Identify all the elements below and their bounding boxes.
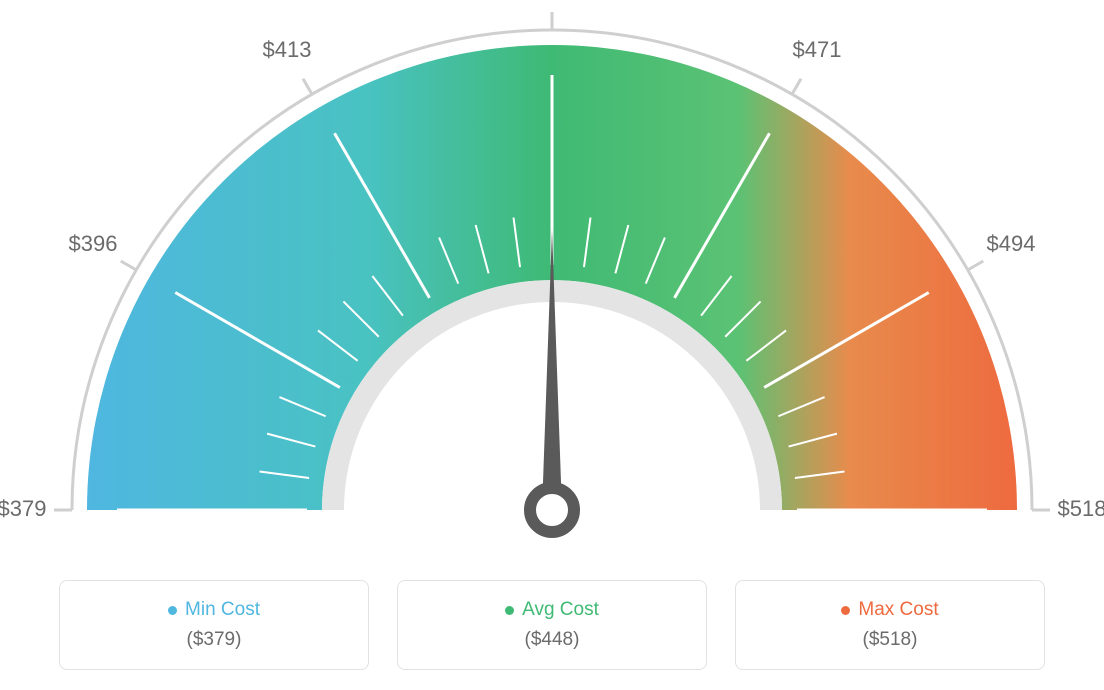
legend-min-value: ($379) xyxy=(187,629,242,651)
gauge-tick-label: $518 xyxy=(1058,496,1104,521)
gauge-tick-label: $494 xyxy=(987,231,1036,256)
gauge-tick-label: $471 xyxy=(793,37,842,62)
legend-avg-label: Avg Cost xyxy=(505,599,599,621)
legend-row: Min Cost ($379) Avg Cost ($448) Max Cost… xyxy=(0,580,1104,670)
legend-min-label: Min Cost xyxy=(168,599,260,621)
gauge-tick-label: $379 xyxy=(0,496,46,521)
cost-gauge-chart: $379$396$413$448$471$494$518 xyxy=(0,0,1104,560)
gauge-svg: $379$396$413$448$471$494$518 xyxy=(0,0,1104,560)
gauge-tick-label: $396 xyxy=(69,231,118,256)
legend-max-value: ($518) xyxy=(863,629,918,651)
legend-max-label: Max Cost xyxy=(841,599,938,621)
gauge-tick-label: $413 xyxy=(263,37,312,62)
legend-avg-card: Avg Cost ($448) xyxy=(397,580,707,670)
legend-min-card: Min Cost ($379) xyxy=(59,580,369,670)
legend-avg-value: ($448) xyxy=(525,629,580,651)
legend-max-card: Max Cost ($518) xyxy=(735,580,1045,670)
